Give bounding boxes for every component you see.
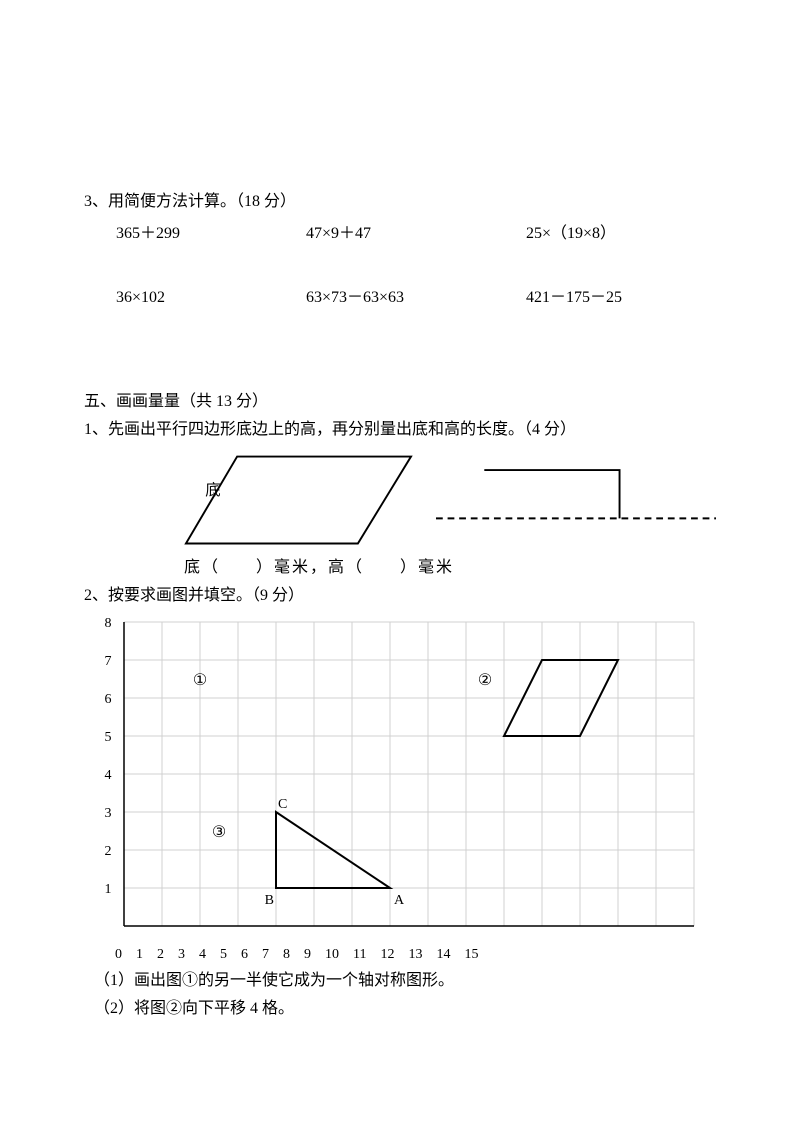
q3-expr: 47×9＋47 bbox=[306, 222, 526, 246]
q3-expr: 36×102 bbox=[116, 286, 306, 310]
q3-row-1: 365＋299 47×9＋47 25×（19×8） bbox=[84, 222, 716, 246]
section-5-title: 五、画画量量（共 13 分） bbox=[84, 390, 716, 414]
svg-text:1: 1 bbox=[105, 882, 112, 897]
svg-text:3: 3 bbox=[105, 806, 112, 821]
svg-text:C: C bbox=[278, 797, 287, 812]
x-axis-labels: 0 1 2 3 4 5 6 7 8 9 10 11 12 13 14 15 bbox=[96, 944, 716, 965]
q3-expr: 63×73－63×63 bbox=[306, 286, 526, 310]
svg-text:②: ② bbox=[478, 672, 492, 689]
q3-row-2: 36×102 63×73－63×63 421－175－25 bbox=[84, 286, 716, 310]
svg-text:2: 2 bbox=[105, 844, 112, 859]
q3-expr: 421－175－25 bbox=[526, 286, 716, 310]
q5-1-title: 1、先画出平行四边形底边上的高，再分别量出底和高的长度。（4 分） bbox=[84, 418, 716, 442]
q3-expr: 365＋299 bbox=[116, 222, 306, 246]
q3-title: 3、用简便方法计算。（18 分） bbox=[84, 190, 716, 214]
q3-expr: 25×（19×8） bbox=[526, 222, 716, 246]
parallelogram-diagram: 底 bbox=[184, 453, 416, 549]
svg-text:③: ③ bbox=[212, 824, 226, 841]
svg-text:B: B bbox=[265, 893, 274, 908]
svg-text:①: ① bbox=[193, 672, 207, 689]
svg-text:4: 4 bbox=[105, 768, 112, 783]
svg-text:5: 5 bbox=[105, 730, 112, 745]
grid-chart: 1 2 3 4 5 6 7 8 ① ② ③ C B A bbox=[96, 614, 704, 934]
svg-text:A: A bbox=[394, 893, 405, 908]
svg-text:8: 8 bbox=[105, 616, 112, 631]
q5-2-sub1: （1）画出图①的另一半使它成为一个轴对称图形。 bbox=[84, 969, 716, 993]
grid-chart-wrap: 1 2 3 4 5 6 7 8 ① ② ③ C B A 0 1 2 3 4 5 6 7 8 9 10 11… bbox=[84, 614, 716, 965]
trapezoid-diagram bbox=[436, 461, 716, 541]
q5-1-fillblank: 底（ ）毫米，高（ ）毫米 bbox=[84, 556, 716, 580]
svg-text:7: 7 bbox=[105, 654, 112, 669]
q5-1-diagrams: 底 bbox=[84, 446, 716, 556]
base-label: 底 bbox=[205, 481, 220, 499]
svg-text:6: 6 bbox=[105, 692, 112, 707]
q5-2-title: 2、按要求画图并填空。（9 分） bbox=[84, 584, 716, 608]
q5-2-sub2: （2）将图②向下平移 4 格。 bbox=[84, 997, 716, 1021]
